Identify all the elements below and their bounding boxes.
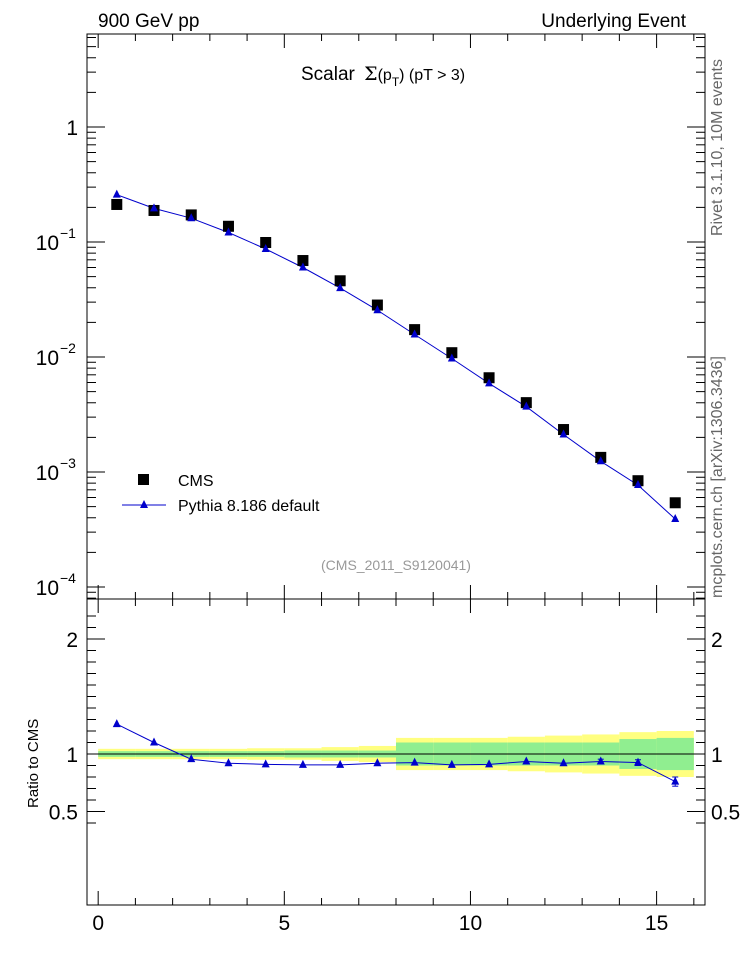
- cms-data-point: [111, 198, 123, 210]
- ratio-data-point: [261, 759, 270, 768]
- mc-data-point: [410, 329, 419, 338]
- cms-data-point: [483, 372, 495, 384]
- ratio-data-point: [410, 757, 419, 766]
- ytick-label-1e-2: 10: [36, 347, 59, 370]
- legend-cms-label: CMS: [178, 473, 214, 490]
- mc-data-point: [596, 456, 605, 465]
- legend-mc-label: Pythia 8.186 default: [178, 498, 320, 515]
- analysis-tag: (CMS_2011_S9120041): [321, 557, 471, 573]
- mc-data-point: [298, 262, 307, 271]
- ratio-data-point: [373, 758, 382, 767]
- cms-data-point: [260, 237, 272, 249]
- plot-title-sigma: Σ: [364, 63, 377, 85]
- ratio-ytick-label-right: 2: [711, 629, 723, 652]
- ratio-data-point: [150, 737, 159, 746]
- legend-mc-marker: [140, 500, 148, 508]
- mc-data-point: [224, 227, 233, 236]
- ytick-exp-1e-4: −4: [60, 570, 76, 586]
- mc-data-point: [671, 514, 680, 523]
- mc-series-line: [116, 194, 676, 520]
- ratio-data-point: [671, 776, 680, 785]
- ratio-panel: 0.5 0.5 1 1 2 2 0 5 10 15 Ratio to CMS: [25, 598, 740, 935]
- ratio-ticks: 0.5 0.5 1 1 2 2 0 5 10 15: [49, 599, 740, 935]
- ytick-exp-1e-3: −3: [60, 455, 76, 471]
- plot-title: Scalar Σ(pT) (pT > 3): [301, 63, 465, 89]
- mc-data-point: [633, 480, 642, 489]
- header-left-title: 900 GeV pp: [98, 11, 199, 32]
- mc-data-point: [187, 213, 196, 222]
- mc-data-point: [559, 429, 568, 438]
- ratio-data-point: [112, 719, 121, 728]
- ratio-xtick-label: 0: [92, 912, 104, 935]
- mc-data-point: [373, 305, 382, 314]
- cms-data-point: [669, 497, 681, 509]
- mc-data-point: [112, 189, 121, 198]
- ratio-data-point: [447, 759, 456, 768]
- ratio-xtick-label: 15: [645, 912, 668, 935]
- mc-data-point: [336, 283, 345, 292]
- ytick-label-1e-4: 10: [36, 577, 59, 600]
- rivet-label: Rivet 3.1.10, 10M events: [709, 59, 726, 236]
- mc-data-point: [261, 243, 270, 252]
- ratio-data-point: [596, 756, 605, 765]
- ytick-exp-1e-2: −2: [60, 340, 76, 356]
- plot-title-suffix: (pT > 3): [404, 67, 465, 84]
- mc-data-point: [522, 401, 531, 410]
- ratio-ytick-label-right: 1: [711, 744, 723, 767]
- ratio-xtick-label: 10: [459, 912, 482, 935]
- mc-data-point: [150, 203, 159, 212]
- ratio-data-point: [522, 756, 531, 765]
- ratio-ytick-label-left: 2: [66, 629, 78, 652]
- ratio-marks: [112, 719, 680, 787]
- ratio-data-point: [298, 759, 307, 768]
- plot-title-sub: T: [392, 75, 400, 89]
- ratio-data-point: [485, 759, 494, 768]
- ytick-label-1e-3: 10: [36, 462, 59, 485]
- ratio-ylabel: Ratio to CMS: [25, 719, 42, 808]
- ratio-series-line: [116, 723, 676, 783]
- ytick-label-1: 1: [66, 117, 78, 140]
- legend-cms-marker: [138, 474, 149, 485]
- cms-data-point: [222, 220, 234, 232]
- mcplots-label: mcplots.cern.ch [arXiv:1306.3436]: [709, 356, 726, 598]
- plot-title-close: ): [399, 67, 404, 84]
- ratio-ytick-label-left: 1: [66, 744, 78, 767]
- ratio-data-point: [187, 754, 196, 763]
- header-right-title: Underlying Event: [541, 11, 686, 32]
- ratio-xtick-label: 5: [278, 912, 290, 935]
- ratio-ytick-label-left: 0.5: [49, 802, 78, 825]
- ratio-data-point: [559, 758, 568, 767]
- ytick-label-1e-1: 10: [36, 232, 59, 255]
- plot-title-prefix: Scalar: [301, 64, 360, 85]
- ytick-exp-1e-1: −1: [60, 225, 76, 241]
- cms-data-point: [371, 299, 383, 311]
- main-ticks: [87, 34, 705, 599]
- ratio-ytick-label-right: 0.5: [711, 802, 740, 825]
- plot-title-p: (p: [378, 67, 392, 84]
- ratio-data-point: [336, 759, 345, 768]
- mc-data-point: [485, 378, 494, 387]
- ratio-data-point: [633, 757, 642, 766]
- cms-data-point: [334, 275, 346, 287]
- legend: CMS Pythia 8.186 default: [122, 473, 320, 515]
- main-panel: Scalar Σ(pT) (pT > 3) 1 10 −1 10 −2 10 −…: [36, 33, 706, 600]
- cms-data-point: [446, 347, 458, 359]
- cms-data-point: [297, 255, 309, 267]
- mc-data-point: [447, 353, 456, 362]
- ratio-data-point: [224, 758, 233, 767]
- ratio-bands: [98, 731, 694, 777]
- main-marks: [111, 189, 681, 523]
